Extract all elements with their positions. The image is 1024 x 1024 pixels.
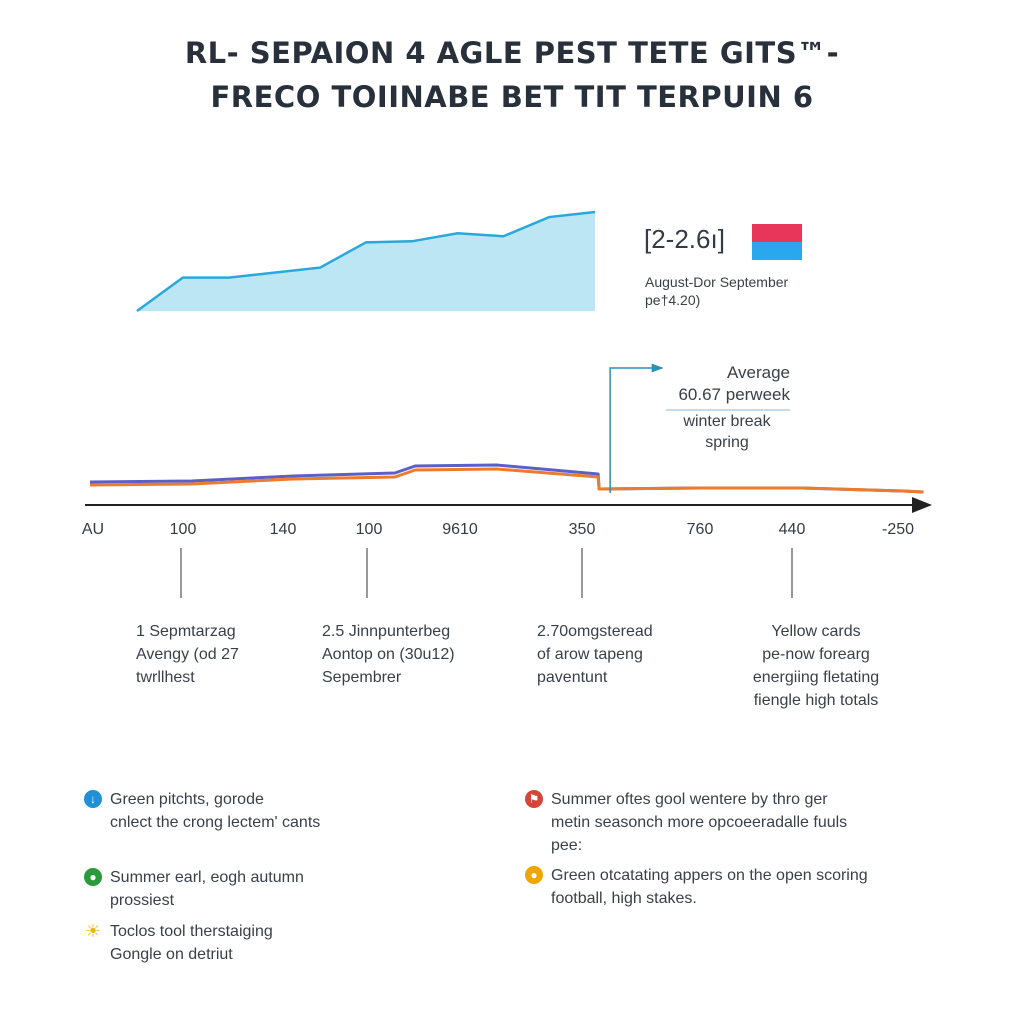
annotation-4-line: fiengle high totals xyxy=(753,692,879,709)
note-2-line: Summer earl, eogh autumn xyxy=(110,869,304,886)
annotation-3-line: paventunt xyxy=(537,669,608,686)
x-tick-label: 440 xyxy=(779,521,806,538)
annotation-2: 2.5 Jinnpunterbeg Aontop on (30u12) Sepe… xyxy=(322,620,455,689)
note-4-line: Summer oftes gool wentere by thro ger xyxy=(551,791,828,808)
annotation-2-line: Aontop on (30u12) xyxy=(322,646,455,663)
average-note: winter break spring xyxy=(664,411,790,453)
legend-caption-line2: pe†4.20) xyxy=(645,292,701,308)
annotation-1-line: Avengy (od 27 xyxy=(136,646,239,663)
note-1: ↓ Green pitchts, gorode cnlect the crong… xyxy=(84,788,321,834)
average-label: Average xyxy=(726,363,790,382)
note-5: ● Green otcatating appers on the open sc… xyxy=(525,864,868,910)
x-tick-label: 140 xyxy=(270,521,297,538)
note-2-line: prossiest xyxy=(110,892,175,909)
sun-icon: ☀ xyxy=(84,920,102,941)
note-1-line: Green pitchts, gorode xyxy=(110,791,264,808)
x-tick-label: 350 xyxy=(569,521,596,538)
annotation-4-line: energiing fletating xyxy=(752,669,880,686)
area-fill xyxy=(137,212,595,311)
annotation-4: Yellow cards pe-now forearg energiing fl… xyxy=(716,620,916,712)
annotation-4-line: Yellow cards xyxy=(771,623,861,640)
flag-icon: ⚑ xyxy=(525,790,543,808)
average-note-line2: spring xyxy=(705,434,749,451)
series-line-orange xyxy=(89,467,924,494)
x-tick-label: AU xyxy=(82,521,104,538)
note-3: ☀ Toclos tool therstaiging Gongle on det… xyxy=(85,920,273,966)
x-tick-label: -250 xyxy=(882,521,914,538)
x-tick-label: 100 xyxy=(356,521,383,538)
annotation-1: 1 Sepmtarzag Avengy (od 27 twrllhest xyxy=(136,620,239,689)
annotation-1-line: 1 Sepmtarzag xyxy=(136,623,236,640)
chart-title-line1: RL- SEPAION 4 AGLE PEST TETE GITS™- xyxy=(184,36,840,70)
annotation-3: 2.70omgsteread of arow tapeng paventunt xyxy=(537,620,653,689)
annotation-2-line: Sepembrer xyxy=(322,669,402,686)
average-value: 60.67 perweek xyxy=(678,385,790,404)
field-icon: ● xyxy=(84,868,102,886)
note-4-line: pee: xyxy=(551,837,583,854)
chart-title-line2: FRECO TOIINABE BET TIT TERPUIN 6 xyxy=(210,80,814,114)
x-tick-label: 9610 xyxy=(442,521,478,538)
area-series-line xyxy=(136,210,596,313)
average-note-line1: winter break xyxy=(683,413,771,430)
legend-swatch xyxy=(752,224,802,260)
note-4-line: metin seasonch more opcoeeradalle fuuls xyxy=(551,814,848,831)
annotation-3-line: of arow tapeng xyxy=(537,646,643,663)
legend-value: [2-2.6ı] xyxy=(644,224,725,254)
annotation-4-line: pe-now forearg xyxy=(762,646,870,663)
note-5-line: football, high stakes. xyxy=(551,890,697,907)
note-3-line: Gongle on detriut xyxy=(110,946,233,963)
note-5-line: Green otcatating appers on the open scor… xyxy=(551,867,868,884)
note-3-line: Toclos tool therstaiging xyxy=(110,923,273,940)
note-4: ⚑ Summer oftes gool wentere by thro ger … xyxy=(525,788,848,857)
legend-caption: August-Dor September pe†4.20) xyxy=(645,273,788,309)
x-tick-label: 100 xyxy=(170,521,197,538)
annotation-3-line: 2.70omgsteread xyxy=(537,623,653,640)
average-callout: Average 60.67 perweek xyxy=(664,362,790,406)
info-icon: ↓ xyxy=(84,790,102,808)
annotation-2-line: 2.5 Jinnpunterbeg xyxy=(322,623,451,640)
note-1-line: cnlect the crong lectem' cants xyxy=(110,814,321,831)
annotation-1-line: twrllhest xyxy=(136,669,195,686)
ball-icon: ● xyxy=(525,866,543,884)
note-2: ● Summer earl, eogh autumn prossiest xyxy=(84,866,304,912)
legend-caption-line1: August-Dor September xyxy=(645,274,789,290)
average-marker-line xyxy=(609,363,664,493)
x-tick-label: 760 xyxy=(687,521,714,538)
